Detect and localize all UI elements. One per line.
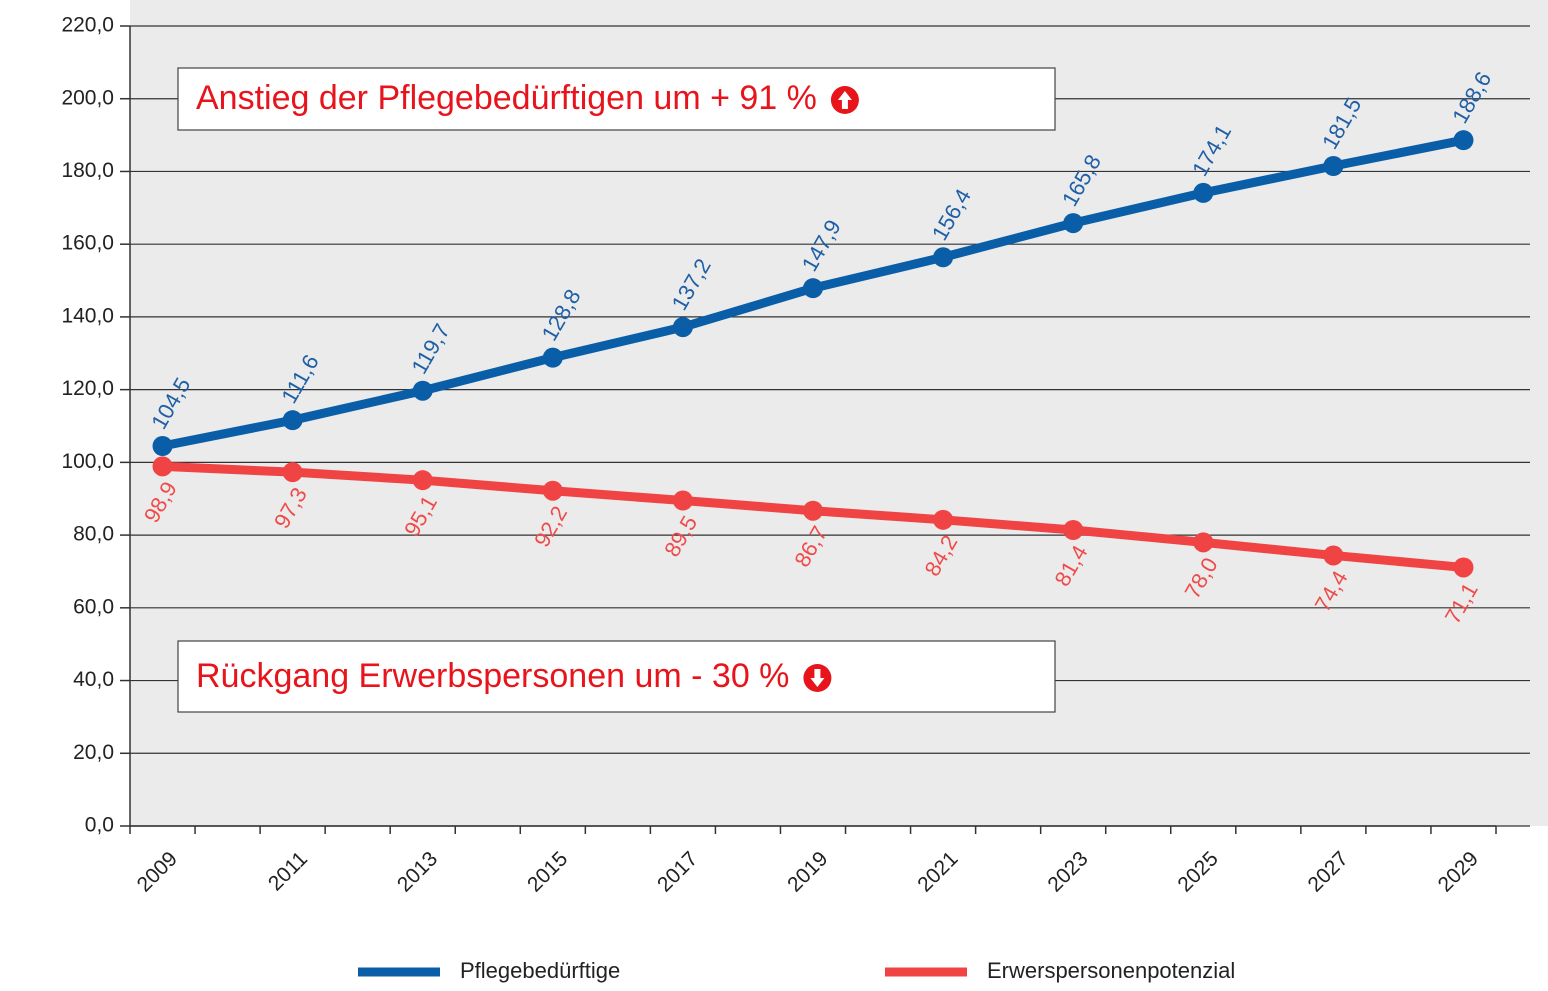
data-point (933, 247, 954, 268)
data-point (1323, 545, 1344, 566)
data-point (803, 278, 823, 299)
data-point (152, 456, 173, 477)
x-tick-label: 2027 (1304, 847, 1353, 896)
data-point (152, 436, 173, 456)
data-point (542, 480, 563, 501)
data-point (672, 317, 693, 338)
data-point (933, 509, 954, 530)
y-tick-label: 200,0 (61, 86, 114, 109)
legend-label: Erwerspersonenpotenzial (987, 958, 1235, 983)
y-tick-label: 40,0 (73, 668, 114, 691)
y-tick-label: 160,0 (61, 232, 114, 255)
y-tick-label: 120,0 (61, 377, 114, 400)
data-point (282, 462, 303, 483)
legend-label: Pflegebedürftige (460, 958, 620, 983)
data-point (1193, 532, 1214, 553)
data-point (1063, 213, 1084, 234)
x-tick-label: 2029 (1434, 847, 1483, 896)
y-tick-label: 80,0 (73, 523, 114, 546)
annotation: Anstieg der Pflegebedürftigen um + 91 % (196, 79, 817, 117)
annotation: Rückgang Erwerbspersonen um - 30 % (196, 657, 789, 695)
x-tick-label: 2025 (1173, 847, 1222, 896)
up-icon (830, 86, 859, 114)
y-tick-label: 0,0 (85, 814, 114, 837)
annotation-box: Rückgang Erwerbspersonen um - 30 % (177, 640, 1056, 713)
data-point (282, 410, 303, 431)
annotation-box: Anstieg der Pflegebedürftigen um + 91 % (177, 67, 1056, 131)
x-tick-label: 2019 (783, 847, 832, 896)
y-tick-label: 20,0 (73, 741, 114, 764)
y-tick-label: 60,0 (73, 595, 114, 618)
annotation-frame (177, 67, 1056, 131)
data-point (1193, 182, 1214, 203)
legend: Pflegebedürftige Erwerspersonenpotenzial (358, 958, 1235, 983)
data-point (1453, 130, 1474, 151)
data-point (412, 380, 433, 401)
data-point (672, 490, 693, 511)
down-icon (803, 664, 832, 692)
x-tick-label: 2009 (133, 847, 182, 896)
x-tick-label: 2023 (1043, 847, 1092, 896)
y-tick-label: 140,0 (61, 304, 114, 327)
y-tick-label: 100,0 (61, 450, 114, 473)
x-tick-label: 2011 (264, 847, 312, 895)
data-point (803, 500, 823, 521)
data-point (412, 470, 433, 491)
x-tick-label: 2021 (913, 847, 962, 896)
y-tick-label: 180,0 (61, 159, 114, 182)
x-tick-label: 2017 (653, 847, 702, 896)
y-tick-label: 220,0 (61, 14, 114, 37)
annotation-frame (177, 640, 1056, 713)
data-point (542, 347, 563, 368)
x-tick-label: 2013 (393, 847, 442, 896)
data-point (1063, 520, 1084, 540)
x-tick-label: 2015 (523, 847, 572, 896)
data-point (1323, 156, 1344, 176)
data-point (1453, 557, 1474, 578)
